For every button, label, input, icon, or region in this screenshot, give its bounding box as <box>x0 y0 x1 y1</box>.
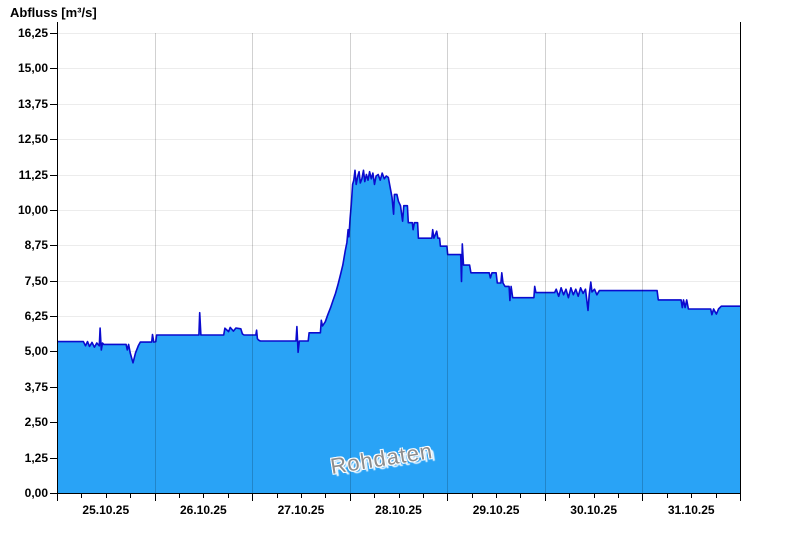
y-tick-label: 12,50 <box>17 132 48 147</box>
discharge-area-fill <box>57 170 740 494</box>
y-tick-label: 7,50 <box>24 273 48 288</box>
y-tick-label: 5,00 <box>24 344 48 359</box>
y-tick-label: 3,75 <box>24 379 48 394</box>
y-tick-label: 11,25 <box>18 167 48 182</box>
chart-title: Abfluss [m³/s] <box>10 5 97 20</box>
y-tick-label: 8,75 <box>24 238 48 253</box>
y-tick-label: 0,00 <box>24 486 48 500</box>
x-tick-label: 26.10.25 <box>179 503 227 517</box>
x-tick-label: 25.10.25 <box>82 503 130 517</box>
x-tick-label: 30.10.25 <box>570 503 617 517</box>
y-tick-label: 13,75 <box>17 96 48 111</box>
x-tick-label: 29.10.25 <box>472 503 520 517</box>
y-tick-label: 10,00 <box>17 202 48 217</box>
x-tick-label: 28.10.25 <box>375 503 422 517</box>
y-tick-label: 16,25 <box>17 26 48 40</box>
x-tick-label: 27.10.25 <box>277 503 325 517</box>
discharge-line <box>57 169 740 364</box>
y-tick-label: 15,00 <box>17 61 48 76</box>
y-tick-label: 2,50 <box>24 415 48 430</box>
x-tick-label: 31.10.25 <box>667 503 715 517</box>
y-tick-label: 1,25 <box>24 450 48 465</box>
y-tick-label: 6,25 <box>24 309 48 324</box>
